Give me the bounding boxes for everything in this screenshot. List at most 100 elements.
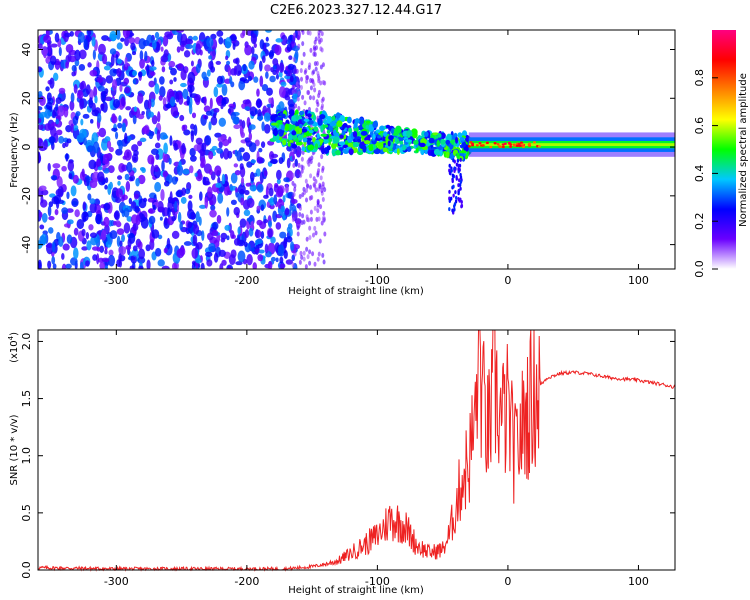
- spectrogram-cell: [94, 95, 98, 104]
- spectrogram-cell: [210, 204, 216, 211]
- spectrogram-cell: [277, 186, 284, 197]
- spectrogram-cell: [189, 86, 193, 98]
- spectrogram-cell: [423, 131, 429, 137]
- spectrogram-cell: [368, 145, 374, 152]
- spectrogram-cell: [259, 75, 264, 88]
- spectrogram-cell: [496, 143, 500, 146]
- spectrogram-cell: [133, 149, 139, 157]
- spectrogram-cell: [104, 249, 108, 255]
- spectrogram-cell: [294, 103, 298, 109]
- spectrogram-cell: [151, 114, 158, 125]
- spectrogram-cell: [131, 249, 139, 257]
- spectrogram-cell: [48, 215, 55, 221]
- spectrogram-cell: [527, 143, 531, 147]
- spectrogram-cell: [157, 200, 164, 213]
- spectrogram-cell: [156, 129, 161, 141]
- spectrogram-cell: [331, 115, 336, 121]
- spectrogram-cell: [132, 70, 138, 77]
- spectrogram-cell: [312, 69, 316, 75]
- spectrogram-cell: [275, 222, 282, 230]
- spectrogram-frame: [37, 29, 676, 270]
- spectrogram-cell: [38, 118, 42, 124]
- spectrogram-cell: [70, 92, 75, 103]
- spectrogram-cell: [71, 198, 79, 208]
- spectrogram-cell: [241, 120, 246, 129]
- spectrogram-cell: [298, 193, 302, 199]
- spectrogram-cell: [97, 85, 105, 92]
- spectrogram-cell: [117, 180, 121, 186]
- spectrogram-cell: [38, 106, 43, 111]
- spectrogram-cell: [118, 253, 122, 264]
- spectrogram-cell: [278, 157, 284, 165]
- spectrogram-cell: [239, 218, 247, 228]
- spectrogram-cell: [308, 225, 312, 231]
- spectrogram-cell: [375, 129, 381, 134]
- spectrogram-cell: [51, 256, 56, 265]
- spectrogram-cell: [298, 259, 302, 265]
- spectrogram-cell: [39, 211, 43, 218]
- spectrogram-cell: [174, 200, 178, 212]
- spectrogram-cell: [138, 265, 144, 269]
- spectrogram-cell: [45, 101, 53, 111]
- spectrogram-cell: [256, 205, 262, 211]
- spectrogram-cell: [71, 71, 76, 77]
- spectrogram-cell-group: [38, 30, 675, 269]
- spectrogram-cell: [176, 46, 181, 53]
- spectrogram-cell: [456, 158, 460, 163]
- spectrogram-cell: [82, 201, 87, 211]
- spectrogram-cell: [402, 144, 407, 151]
- spectrogram-cell: [177, 63, 184, 70]
- spectrogram-cell: [66, 191, 70, 200]
- snr-x-axis-label: Height of straight line (km): [288, 585, 424, 596]
- spectrogram-cell: [79, 261, 84, 269]
- spectrogram-cell: [220, 237, 226, 243]
- spectrogram-cell: [254, 108, 258, 115]
- spectrogram-cell: [89, 202, 97, 214]
- spectrogram-cell: [98, 43, 106, 55]
- spectrogram-cell: [452, 158, 455, 163]
- spectrogram-cell: [305, 246, 309, 252]
- spectrogram-cell: [214, 165, 222, 176]
- spectrogram-cell: [316, 172, 320, 178]
- spectrogram-cell: [312, 182, 316, 188]
- spectrogram-cell: [119, 84, 123, 92]
- spectrogram-cell: [448, 170, 452, 175]
- spectrogram-cell: [272, 210, 278, 223]
- spectrogram-cell: [212, 112, 217, 119]
- spectrogram-cell: [291, 130, 297, 136]
- spectrogram-cell: [445, 139, 451, 145]
- spectrogram-cell: [215, 96, 223, 104]
- spectrogram-cell: [87, 30, 92, 36]
- spectrogram-cell: [170, 96, 176, 107]
- spectrogram-cell: [493, 142, 497, 145]
- spectrogram-cell: [321, 196, 325, 202]
- spectrogram-cell: [128, 197, 133, 205]
- spectrogram-cell: [143, 197, 148, 203]
- spectrogram-cell: [363, 140, 371, 145]
- spectrogram-cell: [273, 194, 278, 205]
- spectrogram-cell: [173, 142, 178, 151]
- spectrogram-cell: [43, 34, 52, 44]
- spectrogram-cell: [317, 216, 321, 222]
- snr-x-tick-label: -200: [234, 575, 259, 588]
- spectrogram-cell: [258, 147, 263, 153]
- spectrogram-cell: [252, 185, 257, 192]
- spectrogram-cell: [48, 136, 56, 144]
- spectrogram-cell: [44, 123, 52, 131]
- spectrogram-cell: [181, 187, 187, 196]
- spectrogram-cell: [189, 155, 197, 162]
- spectrogram-cell: [116, 228, 125, 235]
- spectrogram-cell: [239, 119, 243, 127]
- spectrogram-cell: [352, 141, 360, 148]
- spectrogram-cell: [459, 186, 462, 191]
- spectrogram-cell: [38, 43, 43, 49]
- spectrogram-cell: [95, 213, 102, 225]
- colorbar-tick-label: 0.8: [693, 69, 706, 87]
- spectrogram-cell: [283, 238, 288, 249]
- spectrogram-cell: [50, 175, 58, 181]
- spectrogram-cell: [292, 91, 298, 103]
- spectrogram-cell: [319, 46, 323, 52]
- spectrogram-cell: [130, 201, 137, 209]
- spectrogram-cell: [296, 225, 300, 231]
- spectrogram-cell: [68, 173, 73, 180]
